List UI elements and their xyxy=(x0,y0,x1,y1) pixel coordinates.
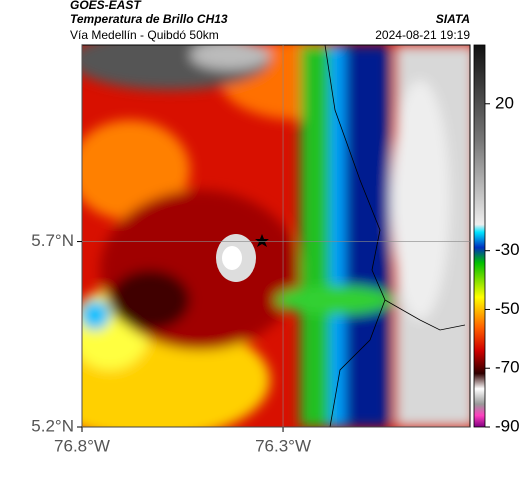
colorbar-tick-label: 20 xyxy=(495,93,514,112)
title: Temperatura de Brillo CH13 xyxy=(70,12,228,26)
colorbar xyxy=(473,44,486,428)
colorbar-tick-label: -50 xyxy=(495,299,520,318)
source: GOES-EAST xyxy=(70,0,142,12)
timestamp: 2024-08-21 19:19 xyxy=(375,28,470,42)
colorbar-tick-label: -90 xyxy=(495,416,520,435)
x-tick-label: 76.8°W xyxy=(54,436,110,455)
y-tick-label: 5.7°N xyxy=(31,231,74,250)
y-tick-label: 5.2°N xyxy=(31,416,74,435)
colorbar-tick-label: -70 xyxy=(495,358,520,377)
org: SIATA xyxy=(436,12,470,26)
colorbar-tick-label: -30 xyxy=(495,240,520,259)
satellite-image xyxy=(82,45,470,427)
subtitle: Vía Medellín - Quibdó 50km xyxy=(70,28,219,42)
x-tick-label: 76.3°W xyxy=(255,436,311,455)
